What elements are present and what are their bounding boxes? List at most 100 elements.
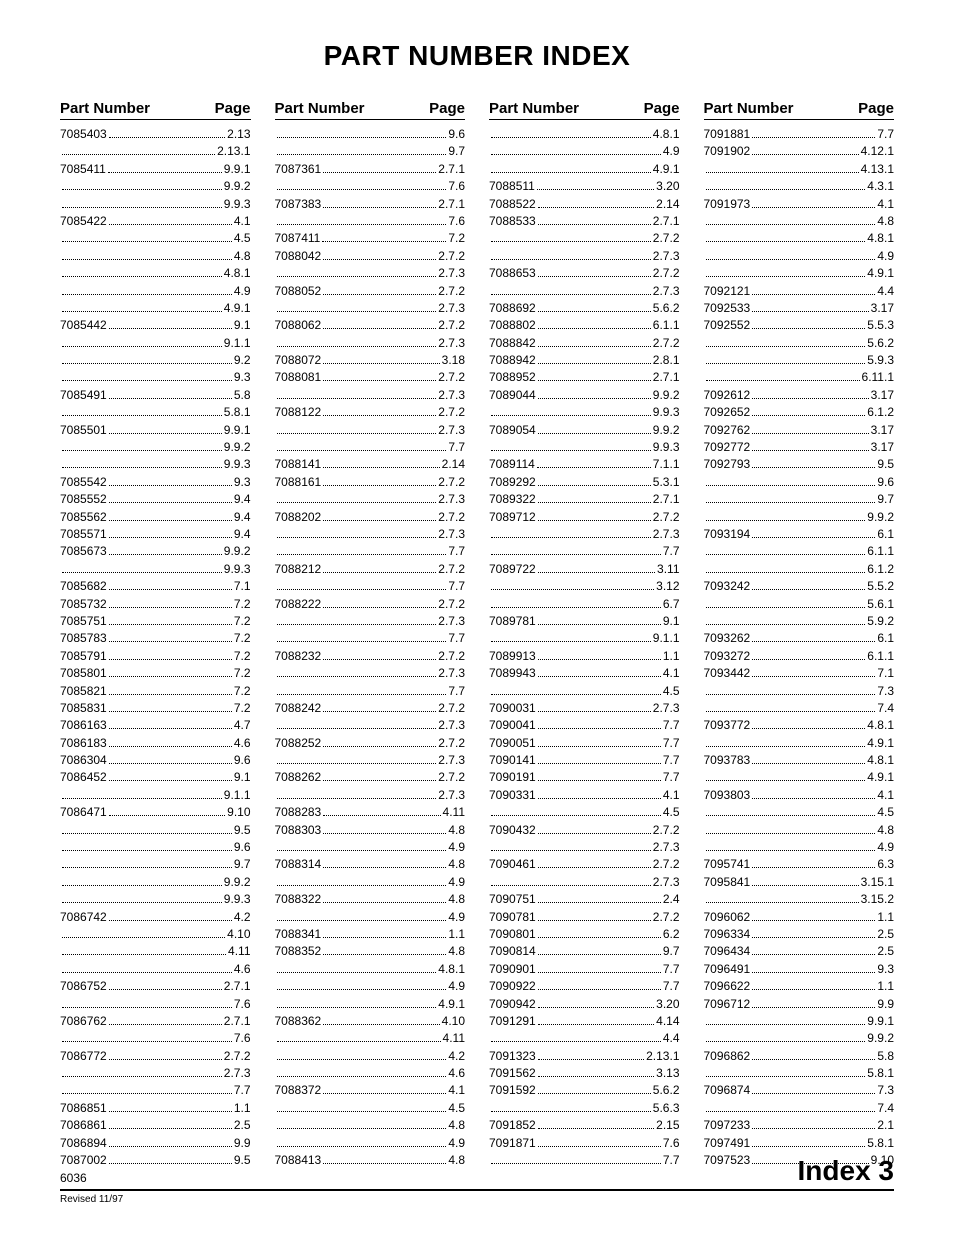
leader-dots — [491, 815, 661, 816]
index-row: 7.7 — [275, 543, 466, 560]
index-row: 70883624.10 — [275, 1013, 466, 1030]
page-ref: 1.1 — [234, 1100, 251, 1117]
leader-dots — [752, 920, 875, 921]
page-ref: 3.13 — [656, 1065, 679, 1082]
part-number: 7085751 — [60, 613, 107, 630]
index-row: 70909227.7 — [489, 978, 680, 995]
index-row: 4.8 — [275, 1117, 466, 1134]
index-row: 70919024.12.1 — [704, 143, 895, 160]
index-row: 70880622.7.2 — [275, 317, 466, 334]
index-row: 70932425.5.2 — [704, 578, 895, 595]
index-row: 4.8 — [704, 213, 895, 230]
leader-dots — [491, 259, 651, 260]
leader-dots — [491, 694, 661, 695]
column-header: Part NumberPage — [704, 100, 895, 120]
page-ref: 2.8.1 — [653, 352, 680, 369]
leader-dots — [109, 1024, 222, 1025]
page-ref: 7.7 — [663, 543, 680, 560]
part-number: 7088222 — [275, 596, 322, 613]
index-row: 70880723.18 — [275, 352, 466, 369]
leader-dots — [706, 485, 876, 486]
index-row: 70897122.7.2 — [489, 509, 680, 526]
part-number: 7088072 — [275, 352, 322, 369]
index-row: 70885222.14 — [489, 196, 680, 213]
leader-dots — [109, 485, 232, 486]
index-row: 70908149.7 — [489, 943, 680, 960]
leader-dots — [323, 954, 446, 955]
part-number: 7089054 — [489, 422, 536, 439]
leader-dots — [752, 328, 865, 329]
index-row: 70938034.1 — [704, 787, 895, 804]
index-row: 70907812.7.2 — [489, 909, 680, 926]
part-number: 7085562 — [60, 509, 107, 526]
index-row: 5.8.1 — [60, 404, 251, 421]
part-number: 7085821 — [60, 683, 107, 700]
page-ref: 4.8.1 — [867, 717, 894, 734]
index-row: 70926526.1.2 — [704, 404, 895, 421]
page-ref: 7.2 — [234, 683, 251, 700]
page-ref: 7.2 — [448, 230, 465, 247]
page-ref: 4.9.1 — [867, 735, 894, 752]
page-ref: 4.13.1 — [861, 161, 894, 178]
leader-dots — [109, 589, 232, 590]
page-ref: 1.1 — [663, 648, 680, 665]
leader-dots — [752, 659, 865, 660]
index-columns: Part NumberPage70854032.132.13.170854119… — [60, 100, 894, 1169]
index-row: 2.7.3 — [275, 613, 466, 630]
page-ref: 2.1 — [877, 1117, 894, 1134]
page-ref: 4.9 — [448, 1135, 465, 1152]
part-number: 7085442 — [60, 317, 107, 334]
index-row: 4.4 — [489, 1030, 680, 1047]
part-number: 7086471 — [60, 804, 107, 821]
leader-dots — [277, 676, 437, 677]
leader-dots — [752, 537, 875, 538]
index-row: 4.13.1 — [704, 161, 895, 178]
index-row: 70915623.13 — [489, 1065, 680, 1082]
index-row: 4.6 — [275, 1065, 466, 1082]
index-row: 70966221.1 — [704, 978, 895, 995]
leader-dots — [752, 398, 868, 399]
index-row: 4.9.1 — [60, 300, 251, 317]
leader-dots — [538, 363, 651, 364]
part-number: 7089114 — [489, 456, 535, 473]
leader-dots — [323, 207, 436, 208]
index-row: 70963342.5 — [704, 926, 895, 943]
leader-dots — [323, 833, 446, 834]
page-ref: 2.7.3 — [438, 491, 465, 508]
leader-dots — [277, 1111, 447, 1112]
part-number: 7089781 — [489, 613, 536, 630]
part-number: 7095741 — [704, 856, 751, 873]
page-ref: 2.7.2 — [438, 648, 465, 665]
page-ref: 4.1 — [234, 213, 251, 230]
page-ref: 9.9.1 — [867, 1013, 894, 1030]
leader-dots — [323, 172, 436, 173]
part-number: 7097491 — [704, 1135, 751, 1152]
page-ref: 9.7 — [877, 491, 894, 508]
leader-dots — [277, 798, 437, 799]
leader-dots — [109, 694, 232, 695]
part-number: 7090751 — [489, 891, 536, 908]
index-row: 9.9.1 — [704, 1013, 895, 1030]
page-ref: 7.7 — [663, 735, 680, 752]
index-row: 70855719.4 — [60, 526, 251, 543]
leader-dots — [109, 502, 232, 503]
page-ref: 4.10 — [227, 926, 250, 943]
part-number: 7089322 — [489, 491, 536, 508]
leader-dots — [62, 937, 225, 938]
index-row: 9.9.2 — [60, 439, 251, 456]
leader-dots — [277, 1059, 447, 1060]
part-number: 7087383 — [275, 196, 322, 213]
index-row: 7.4 — [704, 700, 895, 717]
leader-dots — [109, 224, 232, 225]
index-row: 4.8 — [704, 822, 895, 839]
index-row: 70882522.7.2 — [275, 735, 466, 752]
leader-dots — [706, 1111, 876, 1112]
page-ref: 2.7.2 — [438, 474, 465, 491]
index-row: 4.8.1 — [60, 265, 251, 282]
page-ref: 7.4 — [877, 1100, 894, 1117]
page-ref: 4.8 — [448, 1117, 465, 1134]
page-ref: 9.4 — [234, 509, 251, 526]
page-ref: 4.9 — [877, 248, 894, 265]
leader-dots — [277, 972, 437, 973]
index-row: 9.6 — [704, 474, 895, 491]
